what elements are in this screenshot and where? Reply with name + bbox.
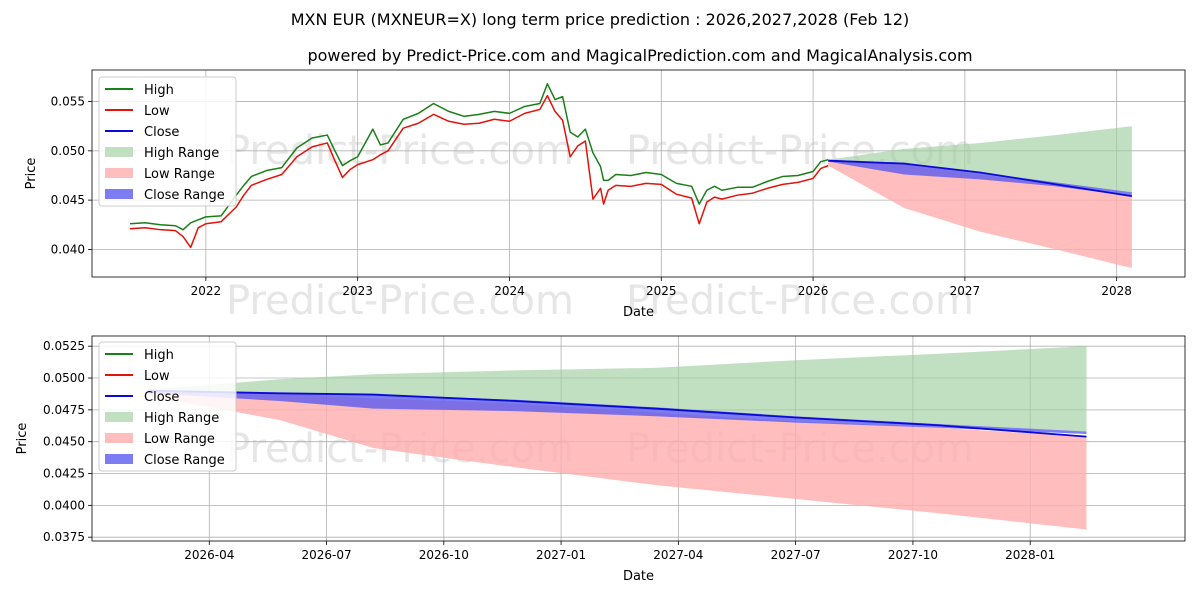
plot-frame bbox=[91, 335, 1186, 542]
legend-patch-swatch bbox=[105, 433, 133, 443]
plot-frame bbox=[91, 69, 1186, 278]
x-tick-label: 2022 bbox=[191, 284, 222, 298]
watermark-text: Predict-Price.com bbox=[226, 278, 574, 324]
legend-label: Low Range bbox=[144, 432, 215, 447]
legend-label: Low bbox=[144, 369, 170, 384]
y-tick-label: 0.0500 bbox=[43, 371, 85, 385]
y-tick-label: 0.050 bbox=[51, 144, 85, 158]
chart-subtitle: powered by Predict-Price.com and Magical… bbox=[307, 46, 972, 65]
legend-label: High bbox=[144, 83, 174, 98]
y-tick-label: 0.0400 bbox=[43, 498, 85, 512]
chart-title: MXN EUR (MXNEUR=X) long term price predi… bbox=[291, 10, 910, 29]
low-range-band bbox=[148, 390, 1087, 530]
high-range-band bbox=[148, 346, 1087, 432]
x-axis-label: Date bbox=[623, 305, 654, 320]
legend-label: Close bbox=[144, 125, 179, 140]
y-axis-label: Price bbox=[24, 158, 39, 190]
x-tick-label: 2028-01 bbox=[1005, 548, 1055, 562]
x-tick-label: 2027-07 bbox=[771, 548, 821, 562]
long-term-chart-panel: Predict-Price.com Predict-Price.comPredic… bbox=[24, 69, 1186, 324]
watermark-text: Predict-Price.com bbox=[626, 278, 974, 324]
legend-patch-swatch bbox=[105, 189, 133, 199]
x-tick-label: 2028 bbox=[1101, 284, 1132, 298]
y-axis-label: Price bbox=[15, 423, 30, 455]
legend-patch-swatch bbox=[105, 454, 133, 464]
legend-box bbox=[98, 76, 237, 207]
high-series-line bbox=[129, 83, 829, 231]
y-tick-label: 0.0525 bbox=[43, 339, 85, 353]
forecast-zoom-chart-panel: Predict-Price.comPredict-Price.com2026-0… bbox=[15, 335, 1186, 584]
x-tick-label: 2027 bbox=[950, 284, 981, 298]
legend-patch-swatch bbox=[105, 147, 133, 157]
legend-label: High bbox=[144, 348, 174, 363]
close-forecast-line bbox=[148, 389, 1087, 438]
legend-label: Low Range bbox=[144, 167, 215, 182]
close-forecast-line bbox=[828, 159, 1133, 198]
x-tick-label: 2027-04 bbox=[653, 548, 703, 562]
x-tick-label: 2025 bbox=[646, 284, 677, 298]
legend-patch-swatch bbox=[105, 168, 133, 178]
legend-label: Close bbox=[144, 390, 179, 405]
close-range-band bbox=[148, 389, 1087, 435]
high-range-band bbox=[828, 126, 1132, 193]
x-axis-label: Date bbox=[623, 569, 654, 584]
legend-label: High Range bbox=[144, 411, 219, 426]
y-tick-label: 0.0375 bbox=[43, 530, 85, 544]
y-tick-label: 0.055 bbox=[51, 95, 85, 109]
x-tick-label: 2023 bbox=[342, 284, 373, 298]
plot-area bbox=[148, 346, 1087, 530]
legend-label: Low bbox=[144, 104, 170, 119]
legend-label: Close Range bbox=[144, 188, 225, 203]
x-tick-label: 2026-07 bbox=[301, 548, 351, 562]
x-tick-label: 2026-04 bbox=[184, 548, 234, 562]
y-tick-label: 0.040 bbox=[51, 242, 85, 256]
x-tick-label: 2027-10 bbox=[888, 548, 938, 562]
legend-label: High Range bbox=[144, 146, 219, 161]
low-series-line bbox=[129, 94, 829, 249]
y-tick-label: 0.045 bbox=[51, 193, 85, 207]
legend-box bbox=[98, 341, 237, 472]
legend-label: Close Range bbox=[144, 453, 225, 468]
x-tick-label: 2027-01 bbox=[536, 548, 586, 562]
x-tick-label: 2026 bbox=[798, 284, 829, 298]
x-tick-label: 2026-10 bbox=[419, 548, 469, 562]
y-tick-label: 0.0450 bbox=[43, 435, 85, 449]
low-range-band bbox=[828, 159, 1132, 269]
x-tick-label: 2024 bbox=[494, 284, 525, 298]
plot-area bbox=[129, 83, 1133, 269]
y-tick-label: 0.0425 bbox=[43, 467, 85, 481]
close-range-band bbox=[828, 159, 1132, 197]
legend-patch-swatch bbox=[105, 412, 133, 422]
y-tick-label: 0.0475 bbox=[43, 403, 85, 417]
